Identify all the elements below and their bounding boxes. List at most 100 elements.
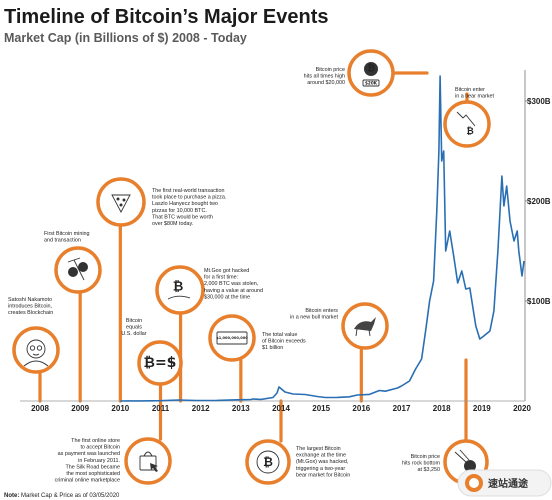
x-tick-label: 2009 [71, 404, 89, 413]
shopping-bag-icon [139, 451, 158, 472]
bottom-text-line: at $3,250 [418, 467, 440, 473]
market-cap-series-line [120, 75, 525, 402]
mining-text-line: and transaction [44, 238, 81, 244]
pizza-text: The first real-world transaction took pla… [152, 188, 226, 227]
parity-text-line: Bitcoin [126, 318, 142, 324]
mining-circle [54, 246, 102, 294]
falling-comet-icon [454, 449, 476, 472]
pizza-icon [111, 194, 131, 213]
mtgox-hack-2011-text-line: having a value at around [204, 288, 263, 294]
mtgox-hack-2011-text: Mt.Gox got hacked for a first time: 2,000 … [204, 268, 263, 300]
silkroad-text-line: in February 2011. [78, 458, 120, 464]
glasses-left [29, 345, 36, 351]
parity-circle [137, 340, 183, 386]
silkroad-circle [124, 437, 172, 485]
silkroad-text-line: The Silk Road became [65, 464, 120, 470]
mtgox-hack-2011-text-line: 2,000 BTC was stolen, [204, 281, 259, 287]
ath-text: Bitcoin price hits all times high around $… [304, 67, 345, 86]
bottom-text-line: hits rock bottom [402, 461, 441, 467]
chart-subtitle: Market Cap (in Billions of $) 2008 - Tod… [4, 31, 247, 45]
bag-body [139, 455, 157, 471]
satoshi-face-icon [23, 339, 49, 367]
bull-text-line: in a new bull market [290, 315, 338, 321]
bull-icon [354, 317, 376, 337]
billion-text-line: of Bitcoin exceeds [262, 339, 306, 345]
bull-body [354, 317, 376, 331]
hand-outline [167, 295, 191, 300]
x-tick-label: 2013 [232, 404, 250, 413]
mtgox-hack-2011-circle [155, 265, 205, 315]
silkroad-text: The first online store to accept Bitcoin a… [55, 438, 120, 484]
mtgox-hack-2011-text-line: for a first time: [204, 275, 238, 281]
banknote [216, 331, 248, 345]
ath-text-line: around $20,000 [307, 80, 345, 86]
icon-glyph: ₿=$ [144, 355, 177, 371]
ath-text-line: Bitcoin price [316, 67, 345, 73]
mtgox-2014-text-line: exchange at the time [296, 453, 346, 459]
watermark-text: 速站通途 [488, 477, 529, 490]
mining-coins-icon [67, 257, 88, 281]
billion-text-line: The total value [262, 332, 297, 338]
bear-text-line: in a bear market [455, 94, 494, 100]
pizza-text-line: Laszlo Hanyecz bought two [152, 201, 218, 207]
mtgox-2014-text-line: triggering a two-year [296, 466, 345, 472]
billion-note-icon: $1,000,000,000 [216, 331, 248, 345]
billion-circle [208, 314, 256, 362]
x-tick-label: 2008 [31, 404, 49, 413]
nakamoto-text-line: creates Blockchain [8, 310, 53, 316]
mtgox-2014-text-line: The largest Bitcoin [296, 446, 341, 452]
face-outline [26, 339, 46, 359]
x-tick-label: 2011 [152, 404, 170, 413]
annotation-stems [38, 71, 469, 443]
coin-left [68, 267, 78, 277]
footnote-label: Note: [4, 493, 19, 499]
pizza-text-line: pizzas for 10,000 BTC. [152, 208, 207, 214]
bear-circle [443, 100, 491, 148]
x-tick-label: 2012 [192, 404, 210, 413]
bear-text-line: Bitcoin enter [455, 87, 485, 93]
x-tick-label: 2015 [312, 404, 330, 413]
comet-trail [454, 449, 470, 464]
y-tick-label: $100B [527, 297, 551, 306]
silkroad-text-line: criminal online marketplace [55, 478, 120, 484]
bottom-text: Bitcoin price hits rock bottom at $3,250 [402, 454, 441, 473]
coin-right [78, 262, 88, 272]
mining-text-line: First Bitcoin mining [44, 231, 90, 237]
coin-outline [256, 450, 280, 474]
footnote-text: Market Cap & Price as of 03/05/2020 [19, 493, 120, 499]
mining-text: First Bitcoin mining and transaction [44, 231, 90, 244]
bitcoin-hand-icon: ₿ [167, 280, 191, 300]
nakamoto-text: Satoshi Nakamoto introduces Bitcoin, creat… [8, 297, 53, 316]
nakamoto-circle [12, 326, 60, 374]
coin-fill [364, 62, 378, 76]
nakamoto-text-line: Satoshi Nakamoto [8, 297, 52, 303]
pizza-topping [122, 198, 126, 202]
y-tick-label: $200B [527, 197, 551, 206]
pizza-text-line: That BTC would be worth [152, 214, 213, 220]
x-tick-label: 2019 [473, 404, 491, 413]
glasses-right [36, 345, 43, 351]
x-tick-label: 2017 [393, 404, 411, 413]
silkroad-text-line: to accept Bitcoin [80, 445, 120, 451]
nakamoto-text-line: introduces Bitcoin, [8, 304, 53, 310]
cursor-arrow [150, 463, 158, 472]
bag-handle [143, 451, 153, 457]
x-tick-label: 2016 [352, 404, 370, 413]
silkroad-text-line: as payment was launched [58, 451, 120, 457]
pizza-text-line: took place to purchase a pizza. [152, 195, 226, 201]
mtgox-hack-2011-text-line: Mt.Gox got hacked [204, 268, 249, 274]
footnote: Note: Market Cap & Price as of 03/05/202… [4, 493, 120, 499]
icon-glyph: $20K [365, 81, 378, 86]
mtgox-2014-text-line: bear market for Bitcoin [296, 472, 350, 478]
x-tick-label: 2010 [111, 404, 129, 413]
billion-text: The total value of Bitcoin exceeds $1 bill… [262, 332, 306, 351]
bull-legs [355, 328, 371, 337]
y-axis: $100B $200B $300B [524, 70, 551, 401]
pizza-topping [116, 197, 120, 201]
pickaxe-handle [73, 259, 85, 281]
pizza-text-line: over $80M today. [152, 221, 193, 227]
price-tag [362, 79, 380, 87]
bull-text: Bitcoin enters in a new bull market [290, 308, 338, 321]
billion-text-line: $1 billion [262, 345, 283, 351]
